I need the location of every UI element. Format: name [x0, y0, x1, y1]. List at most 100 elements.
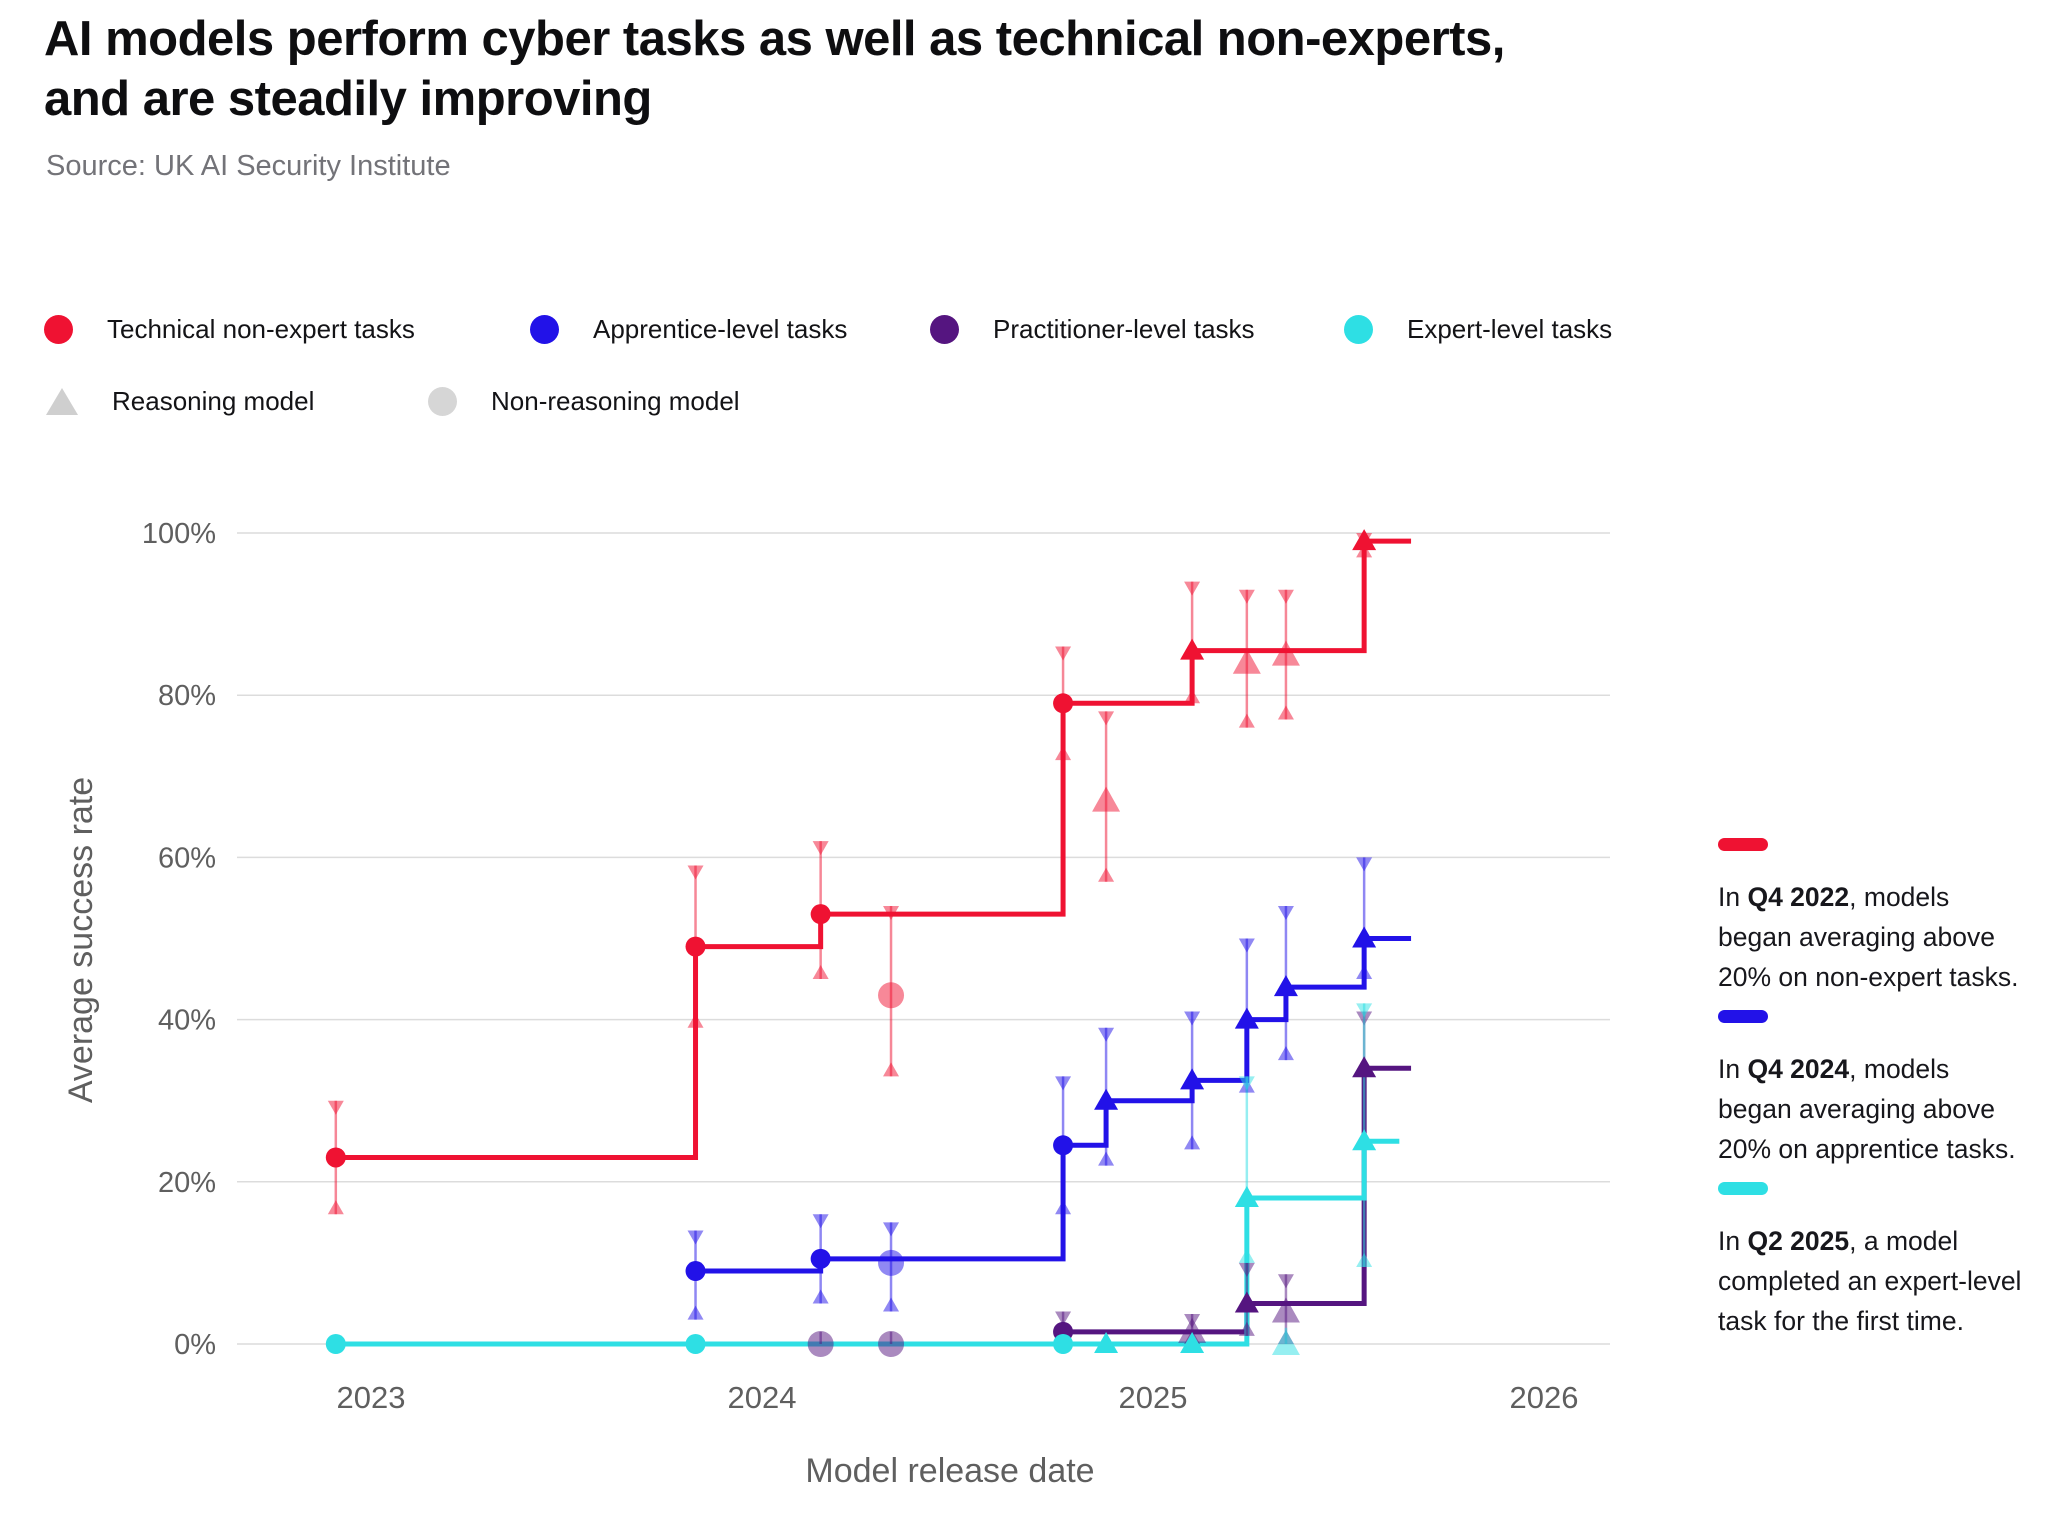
- annotation-q4-2022: In Q4 2022, models began averaging above…: [1718, 838, 2030, 997]
- practitioner-marker-triangle: [1178, 1317, 1207, 1343]
- apprentice-error-cap-bottom: [1055, 1200, 1072, 1215]
- technical-non-expert-error-cap-top: [1238, 589, 1255, 604]
- technical-non-expert-error-cap-top: [1055, 646, 1072, 661]
- apprentice-error-cap-top: [1277, 906, 1294, 921]
- blue-pill-icon: [1718, 1010, 1768, 1023]
- x-tick-label: 2024: [728, 1380, 797, 1415]
- x-axis-title: Model release date: [805, 1452, 1094, 1490]
- expert-error-cap-bottom: [1356, 1252, 1373, 1267]
- legend-item-non-reasoning-model: Non-reasoning model: [428, 384, 740, 418]
- legend-item-apprentice: Apprentice-level tasks: [530, 312, 847, 346]
- technical-non-expert-error-cap-bottom: [1098, 867, 1115, 882]
- expert-marker-triangle: [1180, 1332, 1205, 1353]
- practitioner-error-cap-top: [1055, 1311, 1072, 1326]
- apprentice-error-cap-top: [1055, 1076, 1072, 1091]
- annotation-q4-2024: In Q4 2024, models began averaging above…: [1718, 1010, 2030, 1169]
- apprentice-marker-triangle: [1273, 975, 1298, 997]
- technical-non-expert-error-cap-bottom: [1238, 713, 1255, 728]
- practitioner-marker-triangle: [1234, 1291, 1259, 1313]
- technical-non-expert-marker-circle: [878, 982, 905, 1009]
- technical-non-expert-error-cap-bottom: [883, 1062, 900, 1077]
- technical-non-expert-error-cap-top: [327, 1100, 344, 1115]
- legend-item-reasoning-model: Reasoning model: [46, 384, 314, 418]
- legend-label: Practitioner-level tasks: [993, 313, 1255, 344]
- technical-non-expert-step-line: [335, 538, 1412, 1160]
- y-axis-title: Average success rate: [62, 777, 100, 1103]
- apprentice-marker-triangle: [1180, 1068, 1205, 1090]
- apprentice-error-cap-top: [1238, 938, 1255, 953]
- expert-error-cap-top: [1356, 1003, 1373, 1018]
- apprentice-marker-circle: [878, 1249, 905, 1276]
- legend-label: Apprentice-level tasks: [593, 313, 848, 344]
- expert-step-line: [335, 1138, 1400, 1347]
- apprentice-error-cap-bottom: [1356, 965, 1373, 980]
- triangle-icon: [46, 387, 78, 415]
- technical-non-expert-error-cap-top: [1184, 581, 1201, 596]
- apprentice-step-line: [695, 936, 1412, 1274]
- technical-non-expert-error-cap-bottom: [327, 1200, 344, 1215]
- technical-non-expert-error-cap-top: [687, 865, 704, 880]
- technical-non-expert-error-cap-top: [1098, 711, 1115, 726]
- annotation-text: In Q2 2025, a model completed an expert-…: [1718, 1226, 2022, 1336]
- technical-non-expert-marker-circle: [810, 904, 831, 925]
- apprentice-error-cap-top: [1098, 1027, 1115, 1042]
- technical-non-expert-error-cap-bottom: [687, 1013, 704, 1028]
- legend-label: Expert-level tasks: [1407, 313, 1613, 344]
- technical-non-expert-marker-triangle: [1180, 638, 1205, 660]
- technical-non-expert-error-cap-top: [1277, 589, 1294, 604]
- technical-non-expert-error-cap-bottom: [1356, 543, 1373, 558]
- technical-non-expert-marker-triangle: [1092, 786, 1121, 812]
- expert-marker-triangle: [1234, 1186, 1259, 1208]
- y-tick-label: 0%: [174, 1329, 216, 1361]
- x-tick-label: 2025: [1119, 1380, 1188, 1415]
- apprentice-error-cap-bottom: [1277, 1046, 1294, 1061]
- practitioner-error-cap-bottom: [1238, 1321, 1255, 1336]
- y-tick-label: 40%: [158, 1005, 216, 1037]
- technical-non-expert-error-cap-bottom: [1055, 746, 1072, 761]
- legend-label: Technical non-expert tasks: [107, 313, 415, 344]
- source-caption: Source: UK AI Security Institute: [46, 150, 451, 182]
- apprentice-marker-circle: [685, 1261, 706, 1282]
- red-dot-icon: [44, 314, 73, 344]
- apprentice-error-cap-bottom: [1098, 1151, 1115, 1166]
- x-tick-label: 2026: [1510, 1380, 1579, 1415]
- cyan-pill-icon: [1718, 1182, 1768, 1195]
- technical-non-expert-marker-circle: [1053, 693, 1074, 714]
- apprentice-marker-triangle: [1234, 1007, 1259, 1029]
- apprentice-error-cap-top: [1356, 857, 1373, 872]
- apprentice-marker-triangle: [1094, 1088, 1119, 1110]
- apprentice-error-cap-bottom: [883, 1297, 900, 1312]
- apprentice-error-cap-bottom: [812, 1289, 829, 1304]
- blue-dot-icon: [530, 314, 559, 344]
- expert-marker-circle: [685, 1334, 706, 1354]
- technical-non-expert-error-cap-bottom: [1184, 689, 1201, 704]
- apprentice-error-cap-bottom: [1184, 1135, 1201, 1150]
- technical-non-expert-error-cap-bottom: [1277, 705, 1294, 720]
- apprentice-error-cap-top: [883, 1222, 900, 1237]
- legend-item-technical-non-expert: Technical non-expert tasks: [44, 312, 415, 346]
- apprentice-marker-circle: [810, 1248, 831, 1269]
- annotation-text: In Q4 2022, models began averaging above…: [1718, 882, 2019, 992]
- apprentice-marker-circle: [1053, 1135, 1074, 1156]
- apprentice-error-cap-top: [812, 1214, 829, 1229]
- legend-label: Reasoning model: [112, 385, 315, 416]
- y-tick-label: 100%: [142, 518, 216, 550]
- expert-error-cap-top: [1238, 1076, 1255, 1091]
- practitioner-error-cap-top: [1277, 1274, 1294, 1289]
- technical-non-expert-marker-triangle: [1352, 529, 1377, 551]
- practitioner-marker-triangle: [1271, 1297, 1300, 1323]
- page-title: AI models perform cyber tasks as well as…: [44, 12, 1505, 126]
- practitioner-marker-triangle: [1352, 1056, 1377, 1078]
- apprentice-error-cap-top: [687, 1230, 704, 1245]
- annotation-text: In Q4 2024, models began averaging above…: [1718, 1054, 2016, 1164]
- practitioner-marker-circle: [878, 1331, 905, 1357]
- legend-item-expert: Expert-level tasks: [1344, 312, 1612, 346]
- technical-non-expert-marker-circle: [685, 936, 706, 957]
- expert-error-cap-bottom: [1238, 1248, 1255, 1263]
- practitioner-marker-circle: [807, 1331, 834, 1357]
- apprentice-error-cap-bottom: [687, 1305, 704, 1320]
- cyan-dot-icon: [1344, 314, 1373, 344]
- expert-marker-circle: [325, 1334, 346, 1354]
